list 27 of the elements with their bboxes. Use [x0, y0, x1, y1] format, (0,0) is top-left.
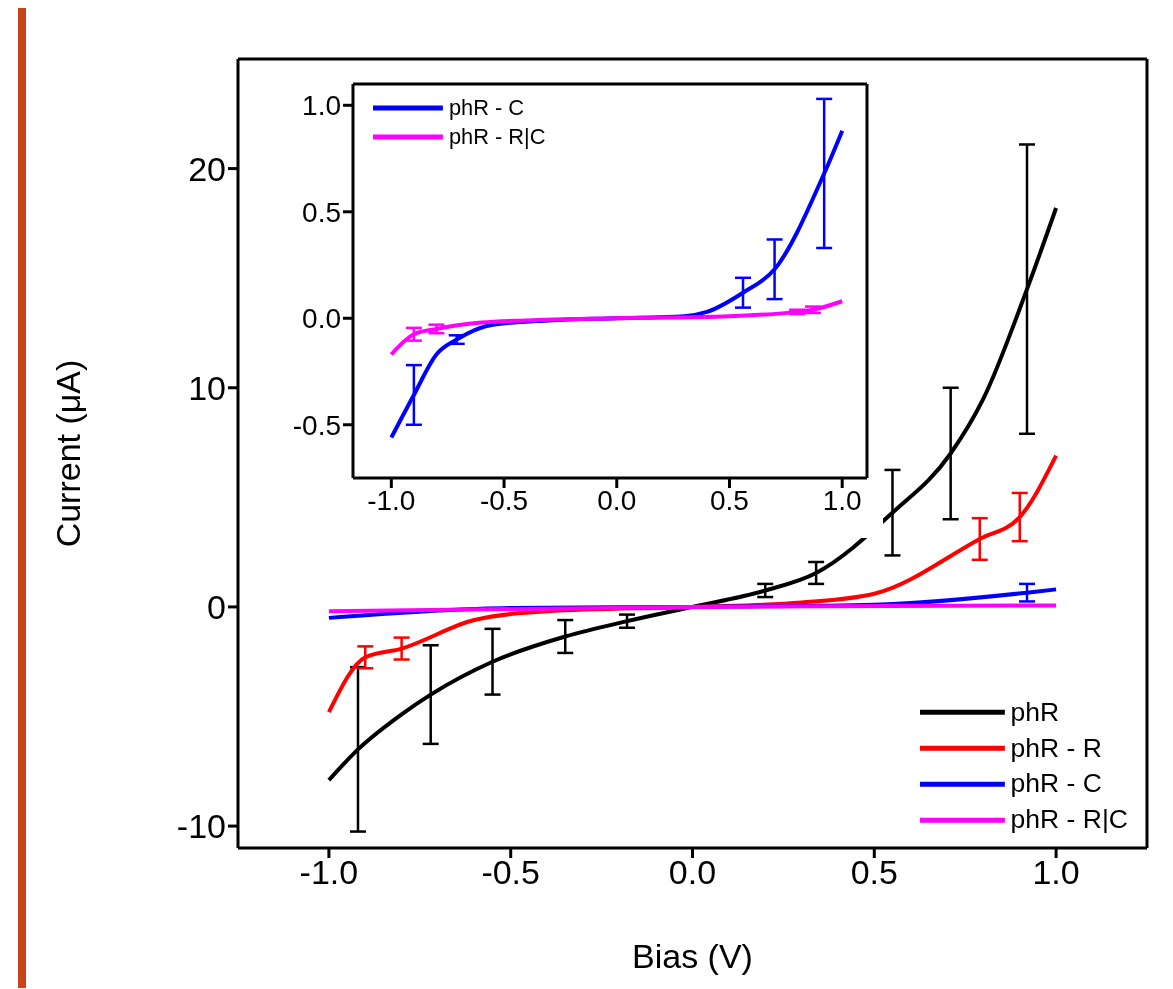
y-tick-label: -10 [176, 807, 226, 846]
x-tick-label: 1.0 [822, 484, 862, 516]
y-tick-label: 1.0 [302, 90, 341, 122]
x-tick-label: -1.0 [299, 853, 359, 892]
x-tick-label: 0.0 [668, 853, 717, 892]
x-tick-label: -0.5 [479, 484, 529, 516]
legend-label: phR - R [1010, 731, 1102, 765]
legend-label: phR - R|C [1010, 803, 1128, 837]
line-series [389, 299, 845, 357]
legend-label: phR - R|C [448, 123, 546, 152]
x-tick-label: -1.0 [367, 484, 416, 516]
legend-label: phR - C [448, 94, 525, 122]
y-tick-label: 20 [188, 149, 226, 188]
x-tick-label: 0.5 [850, 853, 898, 892]
x-tick-label: 1.0 [1032, 853, 1080, 892]
y-tick-label: 10 [188, 368, 226, 407]
legend-label: phR [1010, 695, 1060, 729]
legend-label: phR - C [1010, 767, 1102, 801]
x-tick-label: 0.5 [710, 484, 749, 516]
x-tick-label: -0.5 [481, 853, 540, 892]
y-tick-label: 0.0 [302, 303, 341, 335]
x-axis-title: Bias (V) [632, 937, 753, 975]
y-tick-label: 0.5 [302, 196, 341, 228]
x-tick-label: 0.0 [597, 484, 637, 516]
y-tick-label: 0 [207, 587, 226, 626]
y-tick-label: -0.5 [292, 409, 341, 441]
y-axis-title: Current (μA) [49, 359, 88, 548]
